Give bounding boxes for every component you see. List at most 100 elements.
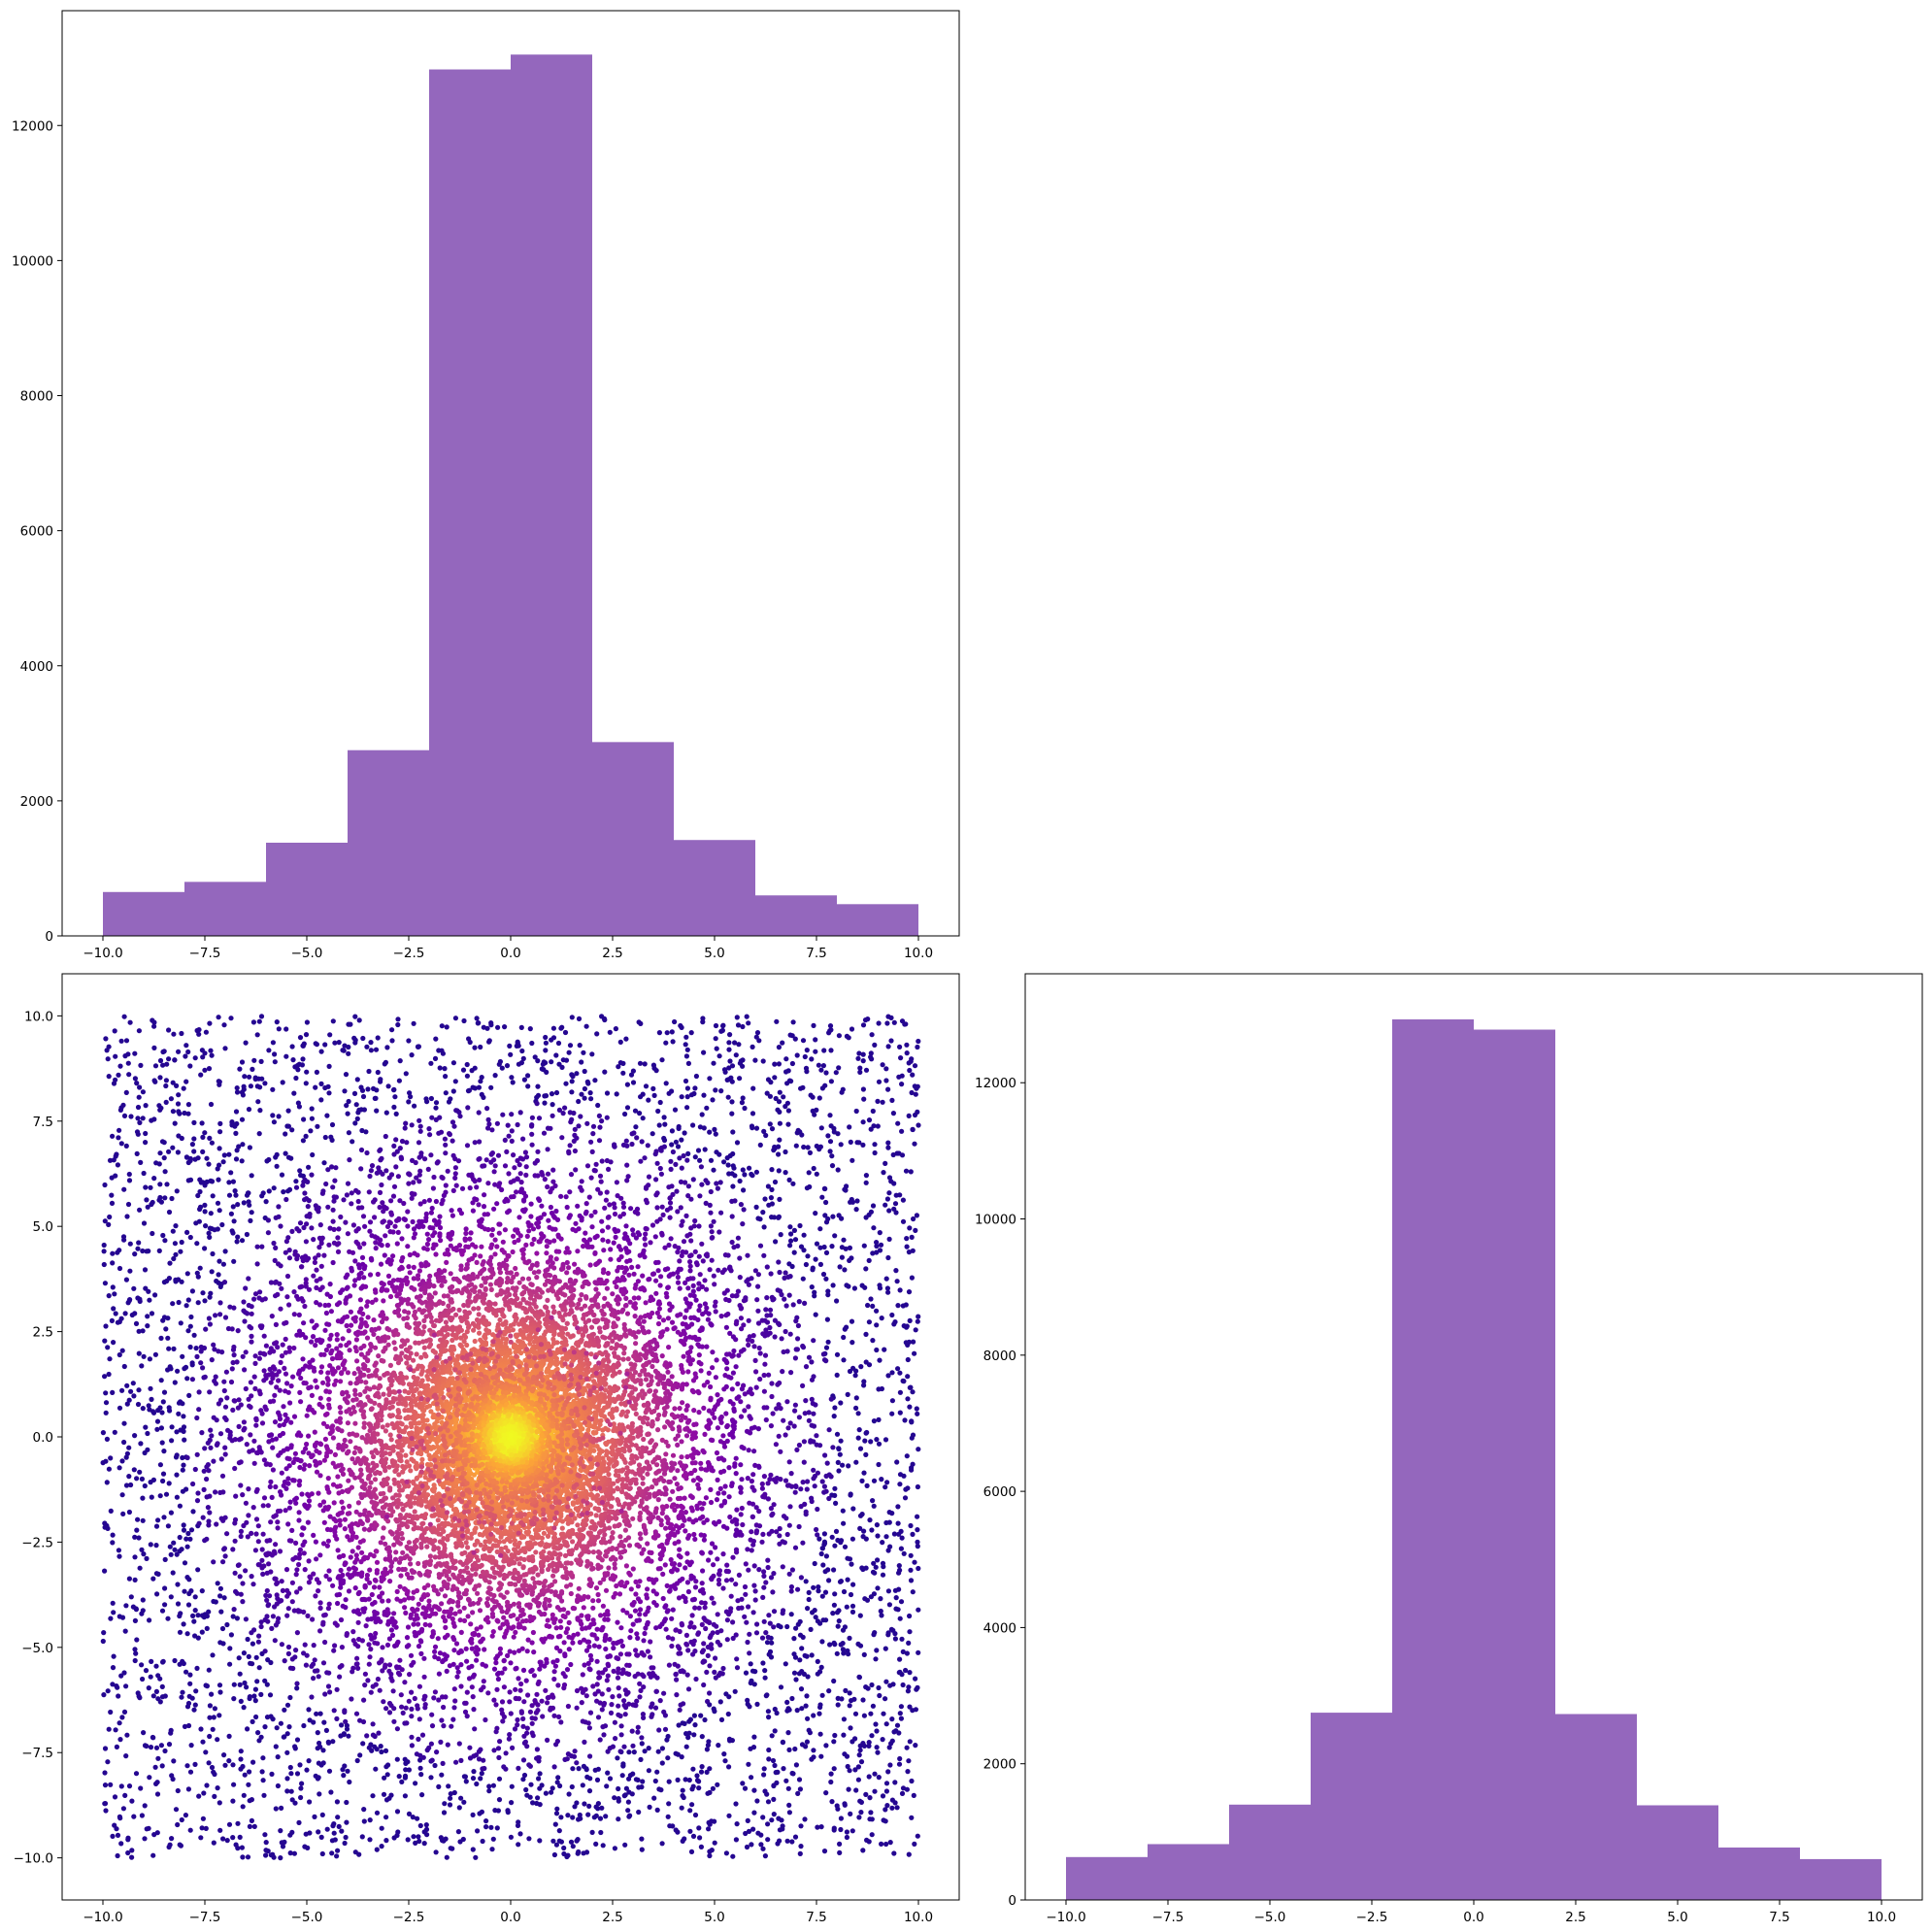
- scatter-point: [396, 1671, 401, 1676]
- scatter-point: [338, 1215, 343, 1219]
- scatter-point: [600, 1724, 605, 1729]
- scatter-point: [683, 1042, 688, 1047]
- scatter-point: [886, 1190, 891, 1195]
- scatter-point: [279, 1286, 283, 1291]
- scatter-point: [589, 1176, 594, 1181]
- scatter-point: [644, 1186, 649, 1191]
- scatter-point: [272, 1185, 277, 1190]
- scatter-point: [790, 1182, 795, 1186]
- scatter-point: [712, 1219, 716, 1224]
- scatter-point: [176, 1049, 181, 1054]
- scatter-point: [666, 1734, 671, 1739]
- scatter-point: [762, 1224, 767, 1229]
- scatter-point: [841, 1238, 846, 1243]
- scatter-point: [726, 1814, 731, 1818]
- scatter-point: [173, 1252, 178, 1257]
- scatter-point: [726, 1764, 731, 1769]
- scatter-point: [817, 1226, 822, 1231]
- scatter-point: [829, 1123, 834, 1128]
- scatter-point: [392, 1184, 397, 1189]
- scatter-point: [640, 1779, 645, 1783]
- scatter-point: [124, 1038, 129, 1043]
- scatter-point: [222, 1046, 227, 1050]
- scatter-point: [231, 1696, 236, 1701]
- scatter-point: [709, 1189, 714, 1194]
- scatter-point: [175, 1369, 180, 1374]
- scatter-point: [658, 1166, 663, 1171]
- scatter-point: [208, 1438, 213, 1443]
- scatter-point: [186, 1701, 191, 1706]
- scatter-point: [171, 1229, 176, 1234]
- scatter-point: [246, 1854, 250, 1859]
- scatter-point: [492, 1808, 497, 1813]
- scatter-point: [578, 1813, 583, 1817]
- scatter-point: [898, 1055, 903, 1060]
- scatter-point: [710, 1236, 715, 1241]
- scatter-point: [789, 1612, 794, 1616]
- scatter-point: [899, 1637, 904, 1642]
- scatter-point: [606, 1167, 611, 1172]
- scatter-point: [881, 1062, 885, 1067]
- scatter-point: [272, 1051, 277, 1056]
- scatter-point: [217, 1129, 222, 1134]
- scatter-point: [872, 1630, 877, 1635]
- scatter-point: [250, 1797, 254, 1802]
- scatter-point: [257, 1131, 262, 1136]
- scatter-point: [596, 1767, 601, 1772]
- scatter-point: [666, 1635, 671, 1640]
- scatter-point: [751, 1788, 756, 1793]
- scatter-point: [330, 1122, 335, 1127]
- scatter-point: [629, 1142, 634, 1147]
- scatter-point: [244, 1041, 249, 1046]
- scatter-point: [690, 1767, 695, 1772]
- scatter-point: [107, 1293, 112, 1298]
- scatter-point: [121, 1187, 126, 1192]
- scatter-point: [106, 1688, 111, 1693]
- scatter-point: [135, 1151, 140, 1156]
- scatter-point: [175, 1495, 180, 1500]
- scatter-point: [587, 1788, 592, 1793]
- scatter-point: [117, 1248, 121, 1252]
- scatter-point: [898, 1287, 903, 1292]
- scatter-point: [644, 1226, 649, 1231]
- scatter-point: [916, 1834, 920, 1839]
- scatter-point: [246, 1513, 250, 1517]
- scatter-point: [555, 1739, 560, 1744]
- scatter-point: [279, 1721, 283, 1726]
- scatter-point: [193, 1055, 198, 1060]
- scatter-point: [693, 1813, 698, 1817]
- scatter-point: [893, 1607, 898, 1612]
- scatter-point: [792, 1747, 797, 1751]
- scatter-point: [307, 1799, 312, 1804]
- scatter-point: [419, 1792, 424, 1797]
- scatter-point: [453, 1165, 458, 1170]
- scatter-point: [316, 1775, 321, 1780]
- scatter-point: [126, 1061, 131, 1066]
- scatter-point: [224, 1417, 229, 1422]
- scatter-point: [239, 1699, 244, 1704]
- scatter-point: [788, 1231, 793, 1236]
- scatter-point: [122, 1364, 127, 1369]
- scatter-point: [202, 1068, 207, 1073]
- scatter-point: [333, 1620, 338, 1625]
- scatter-point: [685, 1085, 690, 1090]
- scatter-point: [203, 1327, 208, 1332]
- scatter-point: [869, 1682, 874, 1687]
- scatter-point: [908, 1385, 913, 1390]
- scatter-point: [325, 1827, 330, 1832]
- scatter-point: [253, 1423, 258, 1428]
- scatter-point: [843, 1688, 848, 1693]
- scatter-point: [232, 1352, 237, 1357]
- scatter-point: [173, 1121, 178, 1126]
- scatter-point: [332, 1708, 337, 1713]
- scatter-point: [901, 1649, 906, 1654]
- scatter-point: [343, 1719, 348, 1724]
- scatter-point: [647, 1175, 651, 1180]
- scatter-point: [827, 1113, 832, 1117]
- scatter-point: [615, 1755, 619, 1760]
- scatter-point: [143, 1803, 148, 1808]
- scatter-point: [566, 1150, 571, 1155]
- scatter-point: [777, 1197, 782, 1202]
- scatter-point: [464, 1701, 469, 1706]
- scatter-point: [105, 1048, 110, 1052]
